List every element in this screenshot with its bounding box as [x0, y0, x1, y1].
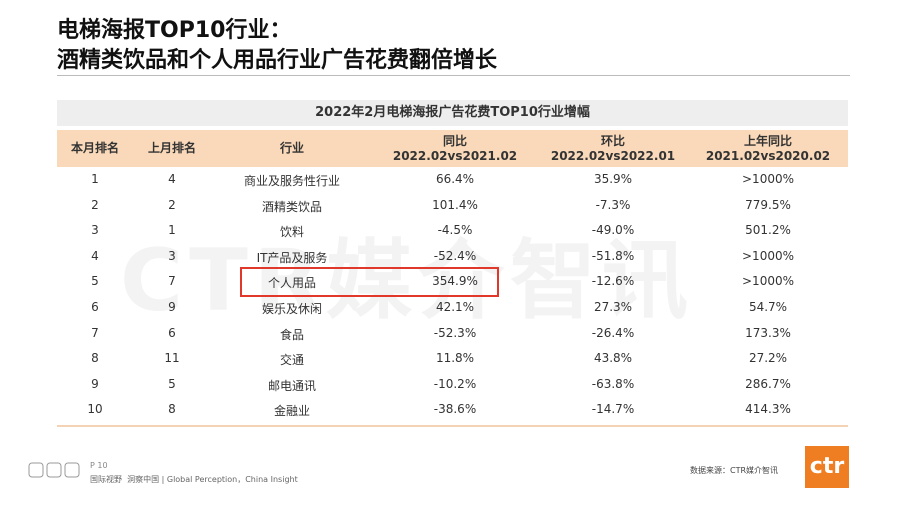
table-cell: 7	[168, 274, 176, 289]
column-header: 同比	[442, 134, 467, 148]
table-cell: 27.2%	[748, 351, 788, 366]
table-cell: 交通	[279, 353, 304, 368]
table-cell: -38.6%	[433, 402, 477, 417]
table-cell: 食品	[279, 327, 304, 342]
table-cell: 邮电通讯	[267, 378, 316, 393]
table-cell: 9	[168, 300, 176, 314]
table-cell: IT产品及服务	[256, 250, 328, 265]
table-cell: -63.8%	[591, 376, 635, 391]
table-cell: 27.3%	[593, 300, 633, 314]
page-number: P 10	[90, 461, 108, 470]
table-cell: 3	[91, 223, 99, 238]
column-header: 行业	[279, 141, 304, 155]
slogan: 国际视野 洞察中国 | Global Perception，China Insi…	[90, 475, 298, 484]
table-cell: >1000%	[742, 274, 794, 289]
table-cell: -12.6%	[591, 274, 635, 289]
table-bottom	[57, 425, 848, 427]
table-cell: >1000%	[742, 248, 794, 263]
column-header: 2022.02vs2021.02	[392, 149, 518, 163]
table-cell: -52.3%	[433, 325, 477, 340]
table-cell: 101.4%	[432, 197, 478, 212]
table-cell: 1	[168, 223, 176, 238]
title: 酒精类饮品和个人用品行业广告花费翻倍增长	[57, 48, 498, 73]
table-cell: 个人用品	[267, 276, 316, 291]
table-cell: 6	[91, 300, 99, 314]
table-cell: 6	[168, 325, 176, 340]
table-cell: 354.9%	[432, 274, 478, 289]
icon	[64, 462, 80, 478]
icon	[46, 462, 62, 478]
table-cell: -10.2%	[433, 376, 477, 391]
column-header: 环比	[600, 134, 625, 148]
highlight-box	[240, 267, 499, 297]
watermark: CTR媒介智讯	[120, 231, 694, 331]
table-cell: 9	[91, 376, 99, 391]
logo: ctr	[805, 446, 849, 488]
table-cell: 173.3%	[745, 325, 791, 340]
table-cell: 5	[168, 376, 176, 391]
table-cell: -49.0%	[591, 223, 635, 238]
table-cell: -14.7%	[591, 402, 635, 417]
column-header: 上月排名	[147, 141, 196, 155]
table-cell: -26.4%	[591, 325, 635, 340]
icon	[28, 462, 44, 478]
table-cell: 286.7%	[745, 376, 791, 391]
table-cell: 43.8%	[593, 351, 633, 366]
table-cell: 8	[91, 351, 99, 366]
table-cell: -51.8%	[591, 248, 635, 263]
table-cell: 66.4%	[435, 172, 475, 186]
table-cell: 779.5%	[745, 197, 791, 212]
table-cell: 2	[168, 197, 176, 212]
table-title: 2022年2月电梯海报广告花费TOP10行业增幅	[57, 100, 848, 126]
table-cell: 2	[91, 197, 99, 212]
header-row	[57, 130, 848, 167]
icons	[28, 462, 80, 478]
column-header: 2022.02vs2022.01	[550, 149, 676, 163]
table-cell: 7	[91, 325, 99, 340]
column-header: 2021.02vs2020.02	[705, 149, 831, 163]
table-cell: 饮料	[279, 225, 304, 240]
table-cell: -4.5%	[437, 223, 473, 238]
column-header: 上年同比	[743, 134, 792, 148]
table-cell: 11.8%	[435, 351, 475, 366]
table-cell: 42.1%	[435, 300, 475, 314]
table-cell: -52.4%	[433, 248, 477, 263]
table-cell: 8	[168, 402, 176, 417]
table-cell: 4	[91, 248, 99, 263]
title: 电梯海报TOP10行业：	[57, 18, 292, 43]
footer-icons	[28, 462, 80, 478]
table-cell: >1000%	[742, 172, 794, 186]
table-cell: 54.7%	[748, 300, 788, 314]
source: 数据来源：CTR媒介智讯	[690, 466, 779, 475]
table-cell: 金融业	[273, 404, 310, 419]
table-cell: 1	[91, 172, 99, 186]
table-cell: 3	[168, 248, 176, 263]
table-cell: 4	[168, 172, 176, 186]
divider	[57, 75, 850, 76]
table-cell: 娱乐及休闲	[261, 302, 322, 316]
table-cell: 5	[91, 274, 99, 289]
table-cell: 10	[87, 402, 103, 417]
table-cell: 35.9%	[593, 172, 633, 186]
table-cell: 11	[164, 351, 180, 366]
table-cell: 商业及服务性行业	[243, 174, 340, 188]
table-cell: -7.3%	[595, 197, 631, 212]
table-cell: 酒精类饮品	[261, 199, 322, 214]
table-cell: 501.2%	[745, 223, 791, 238]
table-cell: 414.3%	[745, 402, 791, 417]
column-header: 本月排名	[70, 141, 119, 155]
